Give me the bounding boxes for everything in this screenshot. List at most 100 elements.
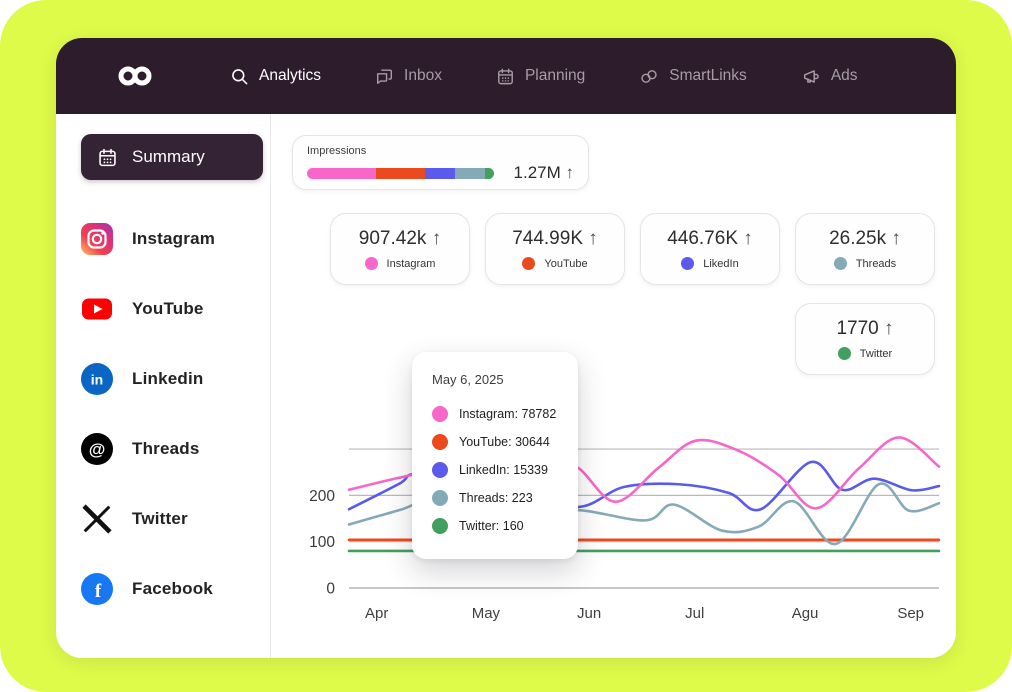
svg-text:200: 200 bbox=[309, 488, 335, 505]
svg-text:Apr: Apr bbox=[365, 605, 388, 622]
tooltip-date: May 6, 2025 bbox=[432, 372, 504, 387]
stat-label: Threads bbox=[833, 257, 896, 270]
sidebar-item-summary[interactable]: Summary bbox=[81, 134, 263, 180]
tooltip-row-youtube: YouTube: 30644 bbox=[432, 428, 578, 456]
svg-text:Agu: Agu bbox=[792, 605, 819, 622]
instagram-icon bbox=[81, 223, 113, 255]
stat-value: 1770 ↑ bbox=[836, 318, 894, 339]
nav-label: Planning bbox=[524, 67, 586, 84]
calendar-icon bbox=[498, 68, 513, 84]
stat-card-twitter[interactable]: 1770 ↑ Twitter bbox=[795, 303, 935, 375]
up-arrow-icon: ↑ bbox=[891, 228, 901, 249]
bar-segment-instagram bbox=[307, 167, 377, 179]
stat-card-linkedin[interactable]: 446.76K ↑ LikedIn bbox=[640, 213, 780, 285]
svg-text:Sep: Sep bbox=[897, 605, 924, 622]
sidebar-item-label: Facebook bbox=[132, 579, 213, 598]
series-dot bbox=[837, 347, 851, 360]
linkedin-icon: in bbox=[81, 363, 113, 395]
sidebar-item-youtube[interactable]: YouTube bbox=[81, 293, 270, 325]
threads-icon: @ bbox=[81, 433, 113, 465]
sidebar-item-twitter[interactable]: Twitter bbox=[81, 503, 270, 535]
impressions-stacked-bar bbox=[307, 167, 494, 179]
svg-text:f: f bbox=[95, 581, 102, 602]
series-dot bbox=[432, 434, 448, 450]
stat-value: 26.25k ↑ bbox=[829, 228, 901, 249]
stat-value: 744.99K ↑ bbox=[512, 228, 598, 249]
tooltip-row-instagram: Instagram: 78782 bbox=[432, 400, 578, 428]
stat-card-youtube[interactable]: 744.99K ↑ YouTube bbox=[485, 213, 625, 285]
nav-label: Ads bbox=[830, 67, 858, 84]
impressions-label: Impressions bbox=[307, 145, 367, 157]
app-window: Analytics Inbox bbox=[56, 38, 956, 658]
nav-label: SmartLinks bbox=[669, 67, 747, 84]
nav-item-planning[interactable]: Planning bbox=[496, 67, 585, 86]
sidebar-item-facebook[interactable]: f Facebook bbox=[81, 573, 270, 605]
svg-text:Jul: Jul bbox=[685, 605, 704, 622]
twitter-x-icon bbox=[81, 503, 113, 535]
svg-text:0: 0 bbox=[326, 581, 335, 598]
bar-segment-linkedin bbox=[424, 167, 455, 179]
series-dot bbox=[432, 518, 448, 534]
infinity-logo-icon bbox=[118, 66, 152, 86]
megaphone-icon bbox=[803, 69, 819, 83]
analytics-panel: Impressions 1.27M ↑ bbox=[271, 114, 956, 658]
stat-cards-row: 907.42k ↑ Instagram 744.99K ↑ YouTube 44… bbox=[330, 213, 935, 285]
main-nav: Analytics Inbox bbox=[230, 67, 858, 86]
stat-label: YouTube bbox=[522, 257, 588, 270]
facebook-icon: f bbox=[81, 573, 113, 605]
stat-value: 907.42k ↑ bbox=[358, 228, 442, 249]
series-dot bbox=[681, 257, 695, 270]
sidebar-channel-list: Instagram YouTube bbox=[81, 223, 270, 605]
up-arrow-icon: ↑ bbox=[588, 228, 598, 249]
sidebar-item-label: Instagram bbox=[132, 229, 216, 248]
svg-text:Jun: Jun bbox=[577, 605, 601, 622]
stat-label: Twitter bbox=[837, 347, 892, 360]
svg-text:100: 100 bbox=[309, 534, 335, 551]
series-dot bbox=[432, 490, 448, 506]
series-dot bbox=[833, 257, 847, 270]
nav-item-inbox[interactable]: Inbox bbox=[375, 67, 442, 86]
app-header: Analytics Inbox bbox=[56, 38, 956, 114]
sidebar-item-label: YouTube bbox=[132, 299, 204, 318]
stat-value: 446.76K ↑ bbox=[667, 228, 753, 249]
calendar-icon bbox=[99, 148, 116, 166]
stat-label: Instagram bbox=[364, 257, 435, 270]
sidebar-item-label: Twitter bbox=[132, 509, 188, 528]
link-icon bbox=[641, 69, 657, 83]
sidebar-item-instagram[interactable]: Instagram bbox=[81, 223, 270, 255]
search-icon bbox=[232, 68, 248, 84]
nav-item-ads[interactable]: Ads bbox=[801, 67, 858, 86]
svg-text:May: May bbox=[472, 605, 501, 622]
up-arrow-icon: ↑ bbox=[884, 318, 894, 339]
series-dot bbox=[522, 257, 536, 270]
series-dot bbox=[432, 406, 448, 422]
chart-tooltip: May 6, 2025 Instagram: 78782 YouTube: 30… bbox=[412, 352, 578, 559]
nav-item-smartlinks[interactable]: SmartLinks bbox=[639, 67, 747, 86]
sidebar-item-label: Summary bbox=[132, 147, 205, 166]
sidebar-item-linkedin[interactable]: in Linkedin bbox=[81, 363, 270, 395]
up-arrow-icon: ↑ bbox=[431, 228, 442, 249]
tooltip-row-threads: Threads: 223 bbox=[432, 484, 578, 512]
bar-segment-youtube bbox=[376, 167, 425, 179]
chat-icon bbox=[376, 68, 393, 84]
impressions-card: Impressions 1.27M ↑ bbox=[292, 135, 589, 190]
analytics-line-chart[interactable]: 0 100 200 Apr May Jun Jul Agu Sep bbox=[287, 428, 947, 628]
impressions-value: 1.27M ↑ bbox=[513, 163, 575, 182]
tooltip-row-linkedin: LinkedIn: 15339 bbox=[432, 456, 578, 484]
tooltip-row-twitter: Twitter: 160 bbox=[432, 512, 578, 540]
nav-label: Inbox bbox=[404, 67, 442, 84]
app-logo[interactable] bbox=[118, 65, 152, 87]
series-dot bbox=[364, 257, 378, 270]
nav-item-analytics[interactable]: Analytics bbox=[230, 67, 321, 86]
up-arrow-icon: ↑ bbox=[565, 163, 575, 182]
stat-card-threads[interactable]: 26.25k ↑ Threads bbox=[795, 213, 935, 285]
bar-segment-threads bbox=[454, 167, 485, 179]
sidebar-item-label: Threads bbox=[132, 439, 200, 458]
sidebar-item-label: Linkedin bbox=[132, 369, 204, 388]
stat-label: LikedIn bbox=[681, 257, 739, 270]
sidebar-item-threads[interactable]: @ Threads bbox=[81, 433, 270, 465]
stat-card-instagram[interactable]: 907.42k ↑ Instagram bbox=[330, 213, 470, 285]
sidebar: Summary bbox=[56, 114, 271, 658]
svg-text:@: @ bbox=[89, 440, 106, 459]
svg-text:in: in bbox=[91, 372, 103, 388]
